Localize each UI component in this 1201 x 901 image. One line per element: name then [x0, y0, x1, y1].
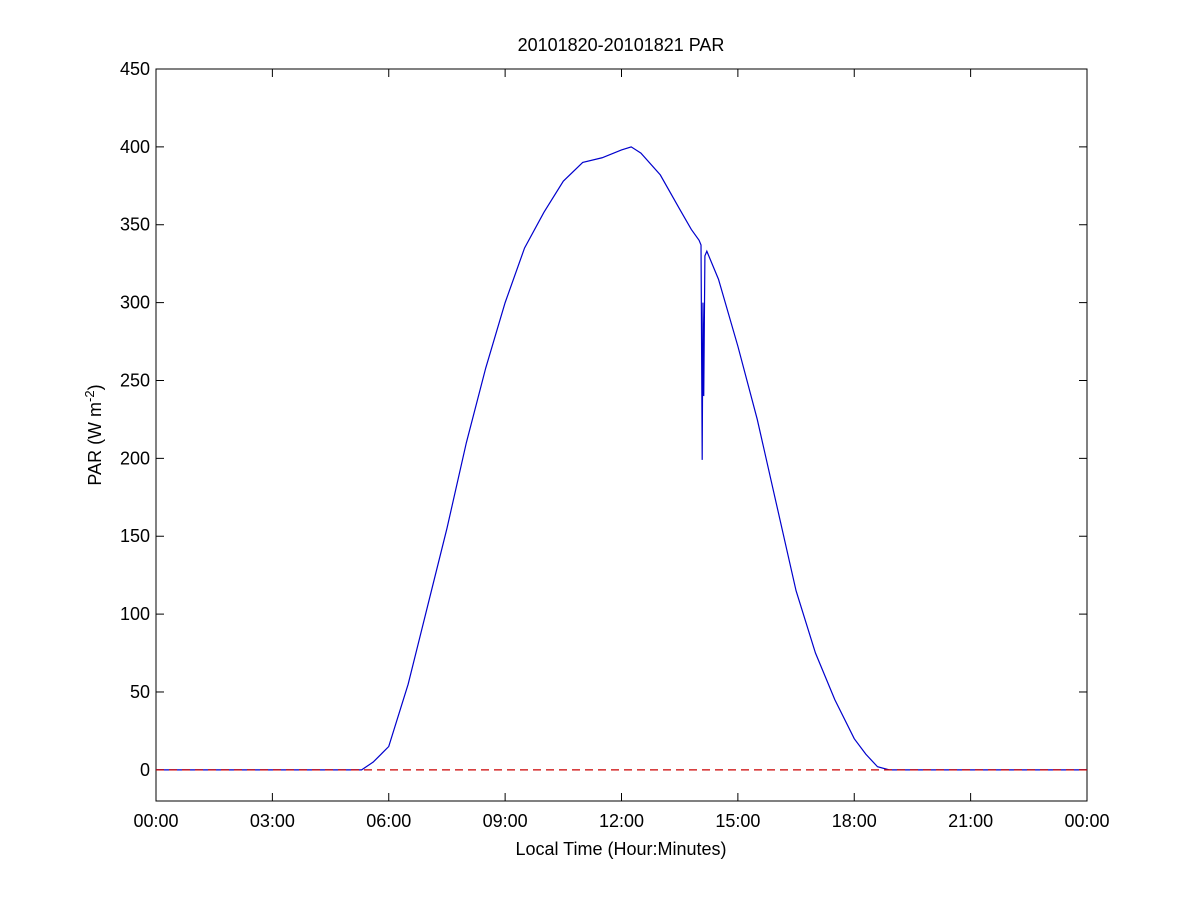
x-tick-label: 00:00 [1064, 811, 1109, 831]
x-tick-label: 21:00 [948, 811, 993, 831]
y-tick-label: 100 [120, 604, 150, 624]
y-tick-label: 200 [120, 448, 150, 468]
y-tick-label: 50 [130, 682, 150, 702]
y-tick-label: 450 [120, 59, 150, 79]
y-axis-label-superscript: -2 [82, 390, 97, 402]
x-tick-label: 06:00 [366, 811, 411, 831]
x-tick-label: 03:00 [250, 811, 295, 831]
y-tick-label: 150 [120, 526, 150, 546]
x-tick-label: 18:00 [832, 811, 877, 831]
y-axis-label: PAR (W m-2) [82, 384, 105, 485]
x-axis-ticks: 00:00 03:00 06:00 09:00 12:00 15:00 18:00 21:00… [133, 69, 1110, 831]
x-tick-label: 12:00 [599, 811, 644, 831]
x-axis-label: Local Time (Hour:Minutes) [515, 839, 726, 859]
x-tick-label: 15:00 [715, 811, 760, 831]
y-tick-label: 250 [120, 370, 150, 390]
series-layer [156, 146, 1087, 771]
y-tick-label: 0 [140, 760, 150, 780]
chart-title: 20101820-20101821 PAR [518, 35, 725, 55]
x-tick-label: 00:00 [133, 811, 178, 831]
y-tick-label: 300 [120, 293, 150, 313]
y-axis-label-base: PAR (W m [85, 402, 105, 486]
y-tick-label: 350 [120, 215, 150, 235]
plot-area [155, 68, 1088, 802]
y-tick-label: 400 [120, 137, 150, 157]
y-axis-ticks: 0 50 100 150 200 250 300 350 400 450 [120, 59, 1087, 780]
y-axis-label-close: ) [85, 384, 105, 390]
x-tick-label: 09:00 [483, 811, 528, 831]
par-series-line [156, 146, 1087, 771]
